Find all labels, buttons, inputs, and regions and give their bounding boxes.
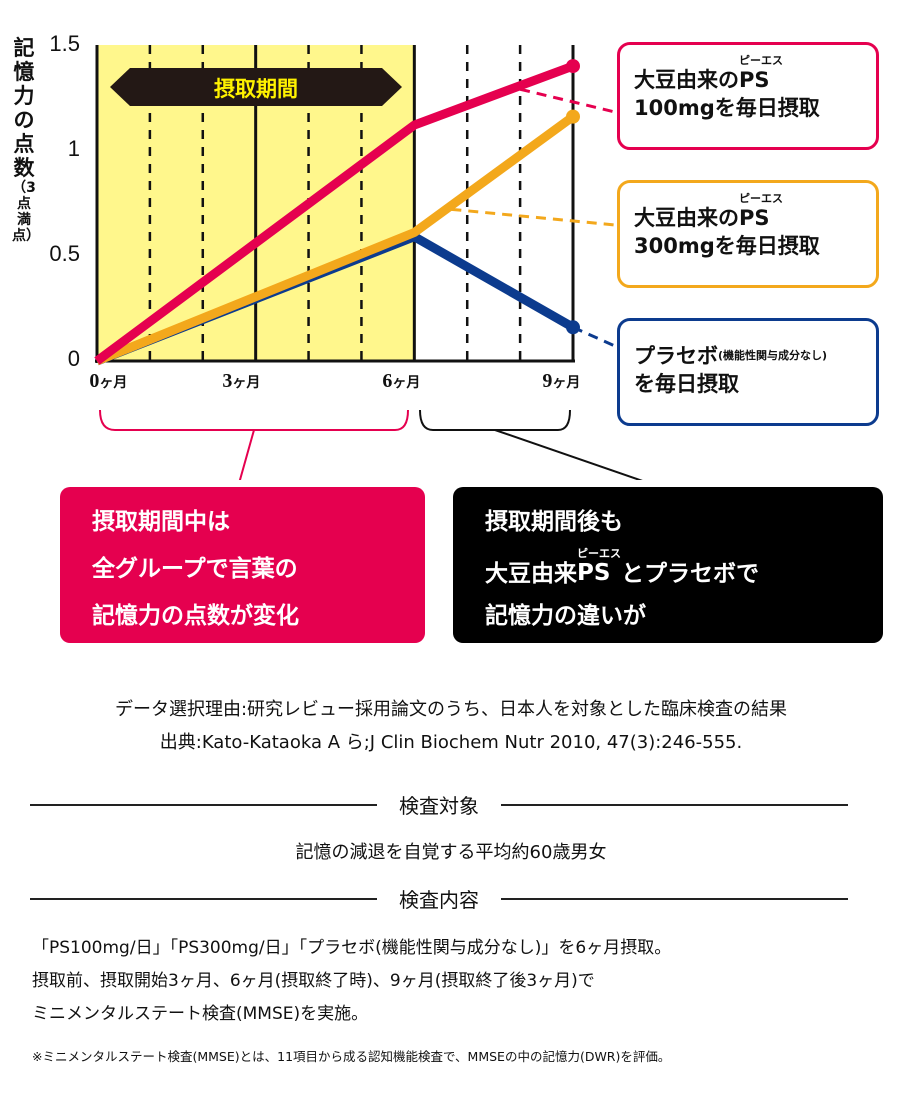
legend-ps300: 大豆由来の ピーエス PS 300mgを毎日摂取 [617,180,879,288]
intake-period-label: 摂取期間 [214,77,298,101]
callout-intake: 摂取期間中は 全グループで言葉の 記憶力の点数が変化 [60,487,425,643]
y-tick-label: 0 [67,346,80,371]
legend-leader-line [451,207,616,227]
legend-placebo: プラセボ (機能性関与成分なし) を毎日摂取 [617,318,879,426]
x-tick-3: 3ヶ月 [222,370,261,392]
section-content: 検査内容 [30,884,848,913]
bracket-post-pointer [494,429,643,480]
data-point [566,59,580,74]
y-tick-label: 1.5 [49,31,80,56]
x-tick-6: 6ヶ月 [382,370,421,392]
bracket-intake-pointer [238,429,255,480]
x-tick-9: 9ヶ月 [542,370,581,392]
bracket-post [419,409,571,431]
subjects-text: 記憶の減退を自覚する平均約60歳男女 [295,842,607,863]
x-tick-0: 0ヶ月 [89,370,128,392]
section-subjects: 検査対象 [30,790,848,819]
series-line [95,112,576,366]
data-point [566,320,580,335]
legend-leader-line [519,87,616,114]
footnote: ※ミニメンタルステート検査(MMSE)とは、11項目から成る認知機能検査で、MM… [32,1049,671,1064]
y-tick-label: 1 [67,136,80,161]
data-point [566,109,580,124]
content-text: 「PS100mg/日」「PS300mg/日」「プラセボ(機能性関与成分なし)」を… [32,938,672,1024]
source-citation: 出典:Kato-Kataoka A ら;J Clin Biochem Nutr … [159,732,743,753]
bracket-intake [99,409,409,431]
legend-ps100: 大豆由来の ピーエス PS 100mgを毎日摂取 [617,42,879,150]
y-tick-label: 0.5 [49,241,80,266]
data-selection-reason: データ選択理由:研究レビュー採用論文のうち、日本人を対象とした臨床検査の結果 [114,699,788,720]
legend-leader-line [572,325,616,348]
y-axis-label: 記憶力の点数 （3点満点） [12,36,40,244]
series-line [94,61,575,365]
chart-svg: 摂取期間 [94,45,643,480]
callout-post: 摂取期間後も 大豆由来 ピーエス PS とプラセボで 記憶力の違いが [453,487,883,643]
intake-period-banner [110,68,402,106]
